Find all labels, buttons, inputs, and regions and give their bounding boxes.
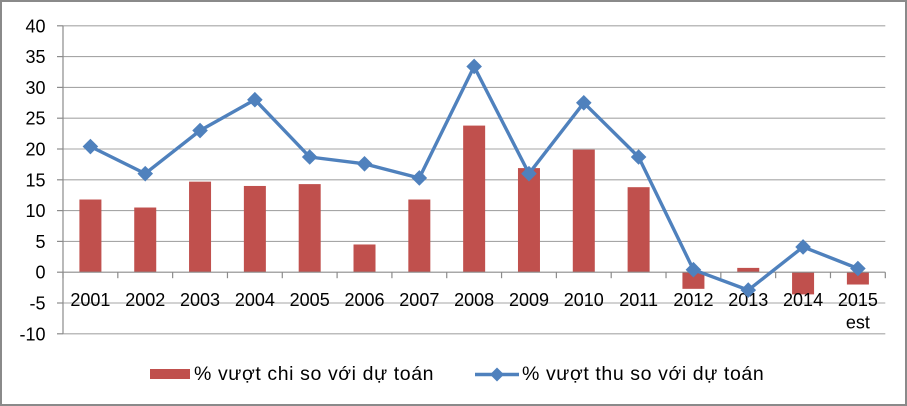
bar-2005[interactable] [298, 184, 321, 273]
marker-2006[interactable] [356, 155, 373, 172]
bar-2012[interactable] [682, 272, 705, 289]
x-label-2013: 2013 [728, 290, 768, 310]
bar-2002[interactable] [134, 207, 157, 273]
bar-2001[interactable] [79, 199, 102, 273]
x-label-2009: 2009 [509, 290, 549, 310]
y-label-25: 25 [25, 109, 45, 129]
x-label-2015: 2015 [838, 290, 878, 310]
y-label--10: -10 [19, 324, 45, 344]
x-label-2005: 2005 [290, 290, 330, 310]
marker-2008[interactable] [466, 58, 482, 75]
bar-2011[interactable] [627, 187, 650, 273]
y-label-20: 20 [25, 140, 45, 160]
marker-2014[interactable] [795, 239, 811, 255]
marker-2004[interactable] [247, 91, 263, 108]
y-label-35: 35 [25, 47, 45, 67]
x-label-2008: 2008 [454, 290, 494, 310]
marker-2011[interactable] [630, 149, 647, 165]
marker-2005[interactable] [301, 149, 318, 165]
x-label-2012: 2012 [673, 290, 713, 310]
marker-2009[interactable] [521, 165, 537, 182]
y-label-0: 0 [35, 263, 45, 283]
marker-2015[interactable] [850, 260, 866, 277]
bar-2013[interactable] [737, 267, 760, 273]
legend-label-thu: % vượt thu so với dự toán [522, 362, 765, 385]
legend-diamond-icon [490, 367, 504, 382]
legend-item-thu[interactable]: % vượt thu so với dự toán [475, 363, 764, 385]
line-series-swatch-icon [475, 367, 519, 382]
x-label-2003: 2003 [180, 290, 220, 310]
x-sublabel-est: est [846, 313, 870, 333]
x-label-2001: 2001 [70, 290, 110, 310]
marker-2002[interactable] [137, 165, 154, 182]
bar-2015[interactable] [846, 272, 869, 285]
x-label-2004: 2004 [235, 290, 275, 310]
legend-label-chi: % vượt chi so với dự toán [194, 362, 435, 385]
marker-2010[interactable] [575, 95, 592, 111]
y-label-30: 30 [25, 78, 45, 98]
bar-series-swatch-icon [150, 369, 190, 379]
y-label-15: 15 [25, 170, 45, 190]
bar-2004[interactable] [243, 185, 266, 273]
legend-item-chi[interactable]: % vượt chi so với dự toán [150, 363, 434, 385]
x-label-2007: 2007 [399, 290, 439, 310]
y-label-5: 5 [35, 232, 45, 252]
bar-2014[interactable] [792, 272, 815, 295]
x-label-2011: 2011 [619, 290, 658, 310]
x-label-2002: 2002 [125, 290, 165, 310]
bar-2008[interactable] [463, 125, 486, 273]
marker-2012[interactable] [685, 261, 702, 278]
x-label-2006: 2006 [344, 290, 384, 310]
x-label-2010: 2010 [564, 290, 604, 310]
bar-2010[interactable] [572, 149, 595, 273]
marker-2003[interactable] [192, 122, 208, 139]
bar-2006[interactable] [353, 244, 376, 273]
y-label-40: 40 [25, 16, 45, 36]
bar-2009[interactable] [517, 168, 540, 273]
marker-2013[interactable] [740, 282, 757, 298]
bar-2007[interactable] [408, 199, 431, 273]
marker-2007[interactable] [411, 170, 428, 186]
x-label-2014: 2014 [783, 290, 823, 310]
bar-2003[interactable] [189, 181, 212, 273]
y-label--5: -5 [29, 294, 45, 314]
y-label-10: 10 [25, 201, 45, 221]
marker-2001[interactable] [82, 138, 99, 155]
